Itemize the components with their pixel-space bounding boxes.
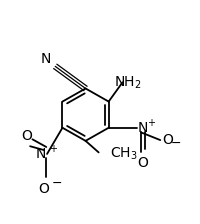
Text: N: N [138, 121, 148, 135]
Text: −: − [52, 177, 62, 190]
Text: O: O [137, 156, 148, 170]
Text: NH$_2$: NH$_2$ [114, 74, 142, 90]
Text: O: O [39, 182, 49, 196]
Text: −: − [171, 137, 182, 150]
Text: CH$_3$: CH$_3$ [110, 146, 138, 162]
Text: O: O [162, 133, 173, 147]
Text: +: + [49, 144, 57, 153]
Text: N: N [35, 147, 46, 161]
Text: +: + [147, 118, 155, 128]
Text: N: N [41, 52, 51, 66]
Text: O: O [21, 129, 32, 143]
